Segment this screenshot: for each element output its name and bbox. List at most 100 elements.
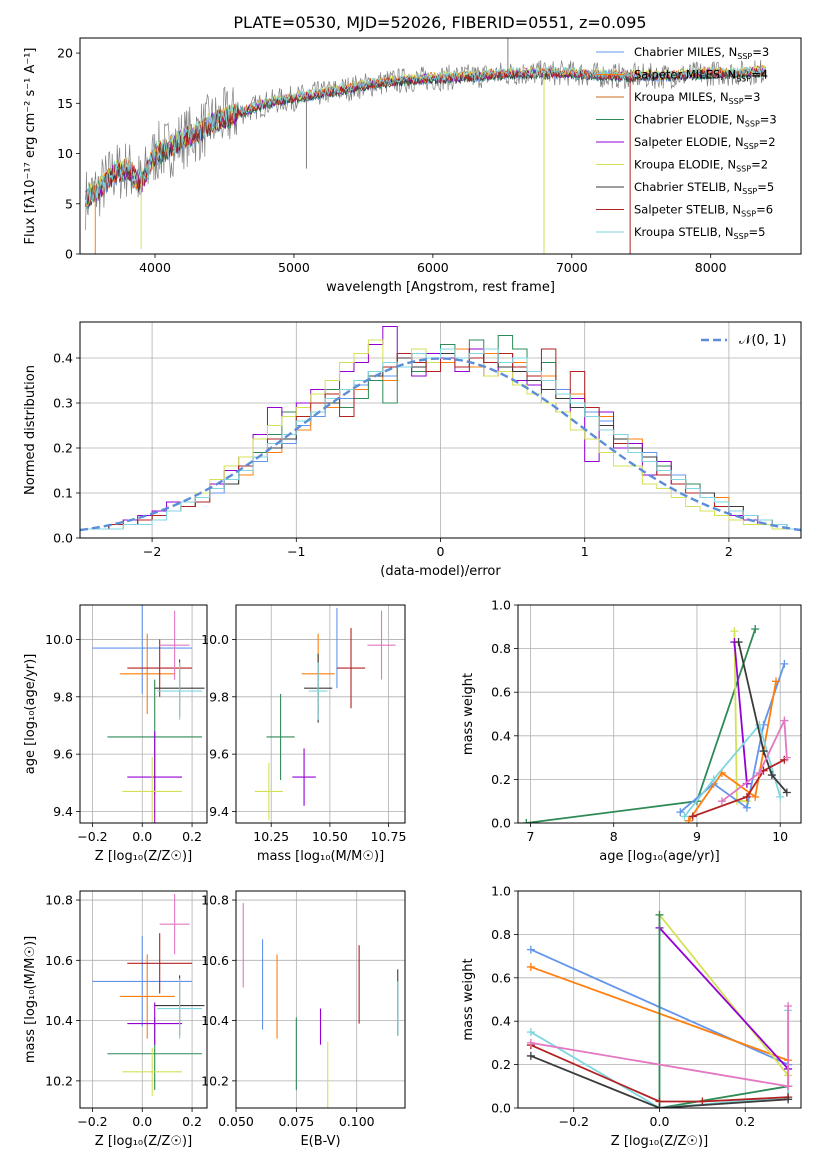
- weight-line: [526, 628, 757, 823]
- legend-suffix: =6: [756, 203, 773, 217]
- chart-age-vs-Z: −0.2 0.0 0.2 9.4 9.6 9.8 10.0 Z [log₁₀(Z/Z☉)] ag…: [23, 604, 208, 864]
- x-tick-label: 0.2: [182, 829, 202, 844]
- x-axis-label: Z [log₁₀(Z/Z☉)]: [95, 849, 192, 864]
- y-tick-label: 9.4: [209, 804, 229, 819]
- weight-marker: [676, 808, 685, 817]
- legend-suffix: =5: [757, 180, 774, 194]
- spectrum-line-kroupa-stelib: [85, 65, 766, 204]
- legend-label: Salpeter ELODIE, NSSP=2: [634, 135, 776, 151]
- y-tick-label: 10: [57, 146, 73, 161]
- legend-sub: SSP: [741, 210, 756, 219]
- legend-suffix: =3: [760, 113, 777, 127]
- axes-frame: [517, 890, 802, 1109]
- chart-mass-vs-ebv: 0.050 0.075 0.100 10.2 10.4 10.6 10.8 E(B-V): [201, 890, 406, 1149]
- hist-kroupa-stelib: [80, 348, 801, 530]
- x-tick-label: 0.075: [278, 1114, 314, 1129]
- x-tick-label: 0.050: [218, 1114, 254, 1129]
- weight-line: [530, 1055, 789, 1108]
- weight-marker: [780, 716, 789, 725]
- weight-marker: [526, 1028, 535, 1037]
- legend-suffix: =3: [744, 90, 761, 104]
- y-tick-label: 0.6: [491, 970, 511, 985]
- y-tick-label: 20: [57, 46, 73, 61]
- y-tick-label: 0.0: [53, 531, 73, 546]
- weight-marker: [522, 819, 531, 823]
- gaussian-curve: [80, 357, 801, 532]
- axes-frame: [79, 321, 802, 539]
- legend-sub: SSP: [736, 75, 751, 84]
- x-tick-label: −0.2: [77, 829, 107, 844]
- x-tick-label: 0.0: [650, 1114, 670, 1129]
- weight-marker: [684, 816, 693, 823]
- legend-label: Chabrier STELIB, NSSP=5: [634, 180, 774, 196]
- axes-frame: [79, 604, 208, 824]
- legend-suffix: =3: [752, 45, 769, 59]
- weight-marker: [755, 768, 764, 777]
- x-tick-label: −2: [143, 544, 161, 559]
- x-tick-label: 7: [527, 829, 535, 844]
- y-tick-label: 10.6: [201, 953, 229, 968]
- legend-suffix: =2: [751, 158, 768, 172]
- legend-suffix: =4: [751, 68, 768, 82]
- weight-marker: [784, 1082, 793, 1091]
- y-tick-label: 0.1: [53, 486, 73, 501]
- legend-label: Chabrier ELODIE, NSSP=3: [634, 113, 777, 129]
- weight-line: [658, 927, 789, 1070]
- x-tick-label: 8: [610, 829, 618, 844]
- axes-frame: [79, 37, 802, 255]
- x-tick-label: 10.25: [253, 829, 289, 844]
- plot-area: [92, 605, 205, 823]
- weight-marker: [526, 962, 535, 971]
- legend-label: Salpeter STELIB, NSSP=6: [634, 203, 773, 219]
- plot-area: [522, 624, 791, 823]
- chart-weight-vs-Z: −0.2 0.0 0.2 0.0 0.2 0.4 0.6 0.8 1.0 Z [log₁₀(Z/Z…: [461, 884, 802, 1149]
- weight-marker: [751, 624, 760, 633]
- y-tick-label: 0.8: [491, 641, 511, 656]
- weight-line: [658, 914, 790, 1087]
- y-tick-label: 5: [65, 196, 73, 211]
- weight-line: [721, 717, 788, 802]
- x-tick-label: 4000: [139, 260, 171, 275]
- chart-weight-vs-age: 7 8 9 10 0.0 0.2 0.4 0.6 0.8 1.0 age [log₁₀(age/yr…: [461, 598, 802, 864]
- y-tick-label: 0.8: [491, 927, 511, 942]
- y-tick-label: 0.0: [491, 816, 511, 831]
- x-tick-label: 0.0: [132, 829, 152, 844]
- x-tick-label: 9: [693, 829, 701, 844]
- x-axis-label: age [log₁₀(age/yr)]: [599, 849, 720, 864]
- legend-sub: SSP: [745, 120, 760, 129]
- x-axis-label: (data-model)/error: [380, 564, 501, 579]
- legend-sub: SSP: [744, 142, 759, 151]
- legend-suffix: =2: [759, 135, 776, 149]
- weight-line: [737, 641, 788, 794]
- axes-frame: [235, 604, 406, 824]
- chart-spectrum: 4000 5000 6000 7000 8000 0 5 10 15 20 wavelength […: [23, 37, 802, 295]
- y-axis-label: age [log₁₀(age/yr)]: [23, 654, 38, 775]
- y-tick-label: 0: [65, 247, 73, 262]
- y-tick-label: 15: [57, 96, 73, 111]
- legend-label: Kroupa STELIB, NSSP=5: [634, 225, 765, 241]
- legend-label: Chabrier MILES, NSSP=3: [634, 45, 769, 61]
- weight-marker: [784, 1002, 793, 1011]
- legend-sub: SSP: [737, 52, 752, 61]
- weight-marker: [759, 747, 768, 756]
- y-tick-label: 9.6: [209, 747, 229, 762]
- weight-marker: [730, 627, 739, 636]
- y-tick-label: 9.6: [53, 747, 73, 762]
- x-tick-label: 0.0: [132, 1114, 152, 1129]
- weight-marker: [742, 803, 751, 812]
- x-tick-label: 1: [581, 544, 589, 559]
- weight-marker: [655, 910, 664, 919]
- x-tick-label: 5000: [278, 260, 310, 275]
- y-tick-label: 10.4: [45, 1013, 73, 1028]
- plot-area: [80, 326, 801, 532]
- y-tick-label: 0.2: [491, 772, 511, 787]
- weight-marker: [751, 792, 760, 801]
- y-axis-label: mass weight: [461, 958, 476, 1040]
- x-tick-label: 0.2: [182, 1114, 202, 1129]
- weight-marker: [772, 677, 781, 686]
- x-tick-label: 7000: [556, 260, 588, 275]
- x-axis-label: mass [log₁₀(M/M☉)]: [257, 849, 384, 864]
- x-axis-label: Z [log₁₀(Z/Z☉)]: [95, 1134, 192, 1149]
- y-tick-label: 0.2: [491, 1057, 511, 1072]
- y-tick-label: 9.4: [53, 804, 73, 819]
